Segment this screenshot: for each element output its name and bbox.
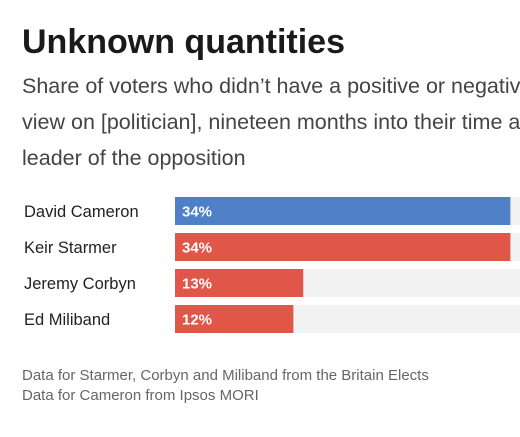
bar bbox=[175, 269, 304, 297]
bar bbox=[175, 197, 511, 225]
bar-chart: David Cameron 34% Keir Starmer 34% Jeremy Co… bbox=[24, 197, 520, 333]
chart-subtitle: Share of voters who didn’t have a positi… bbox=[22, 74, 520, 170]
source-note-1: Data for Starmer, Corbyn and Miliband fr… bbox=[22, 367, 429, 384]
category-label: David Cameron bbox=[24, 203, 139, 221]
chart-title: Unknown quantities bbox=[22, 23, 345, 61]
bar bbox=[175, 233, 511, 261]
value-label: 13% bbox=[182, 276, 212, 293]
source-note-2: Data for Cameron from Ipsos MORI bbox=[22, 387, 259, 404]
source-notes: Data for Starmer, Corbyn and Miliband fr… bbox=[22, 366, 520, 406]
category-label: Jeremy Corbyn bbox=[24, 275, 136, 293]
bar bbox=[175, 305, 294, 333]
value-label: 12% bbox=[182, 312, 212, 329]
category-label: Ed Miliband bbox=[24, 311, 110, 329]
category-label: Keir Starmer bbox=[24, 239, 117, 257]
value-label: 34% bbox=[182, 240, 212, 257]
value-label: 34% bbox=[182, 204, 212, 221]
